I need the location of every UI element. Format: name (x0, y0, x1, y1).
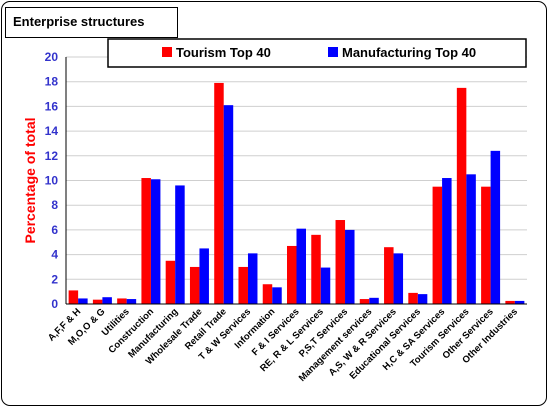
bar-manufacturing (296, 228, 306, 304)
bar-manufacturing (150, 179, 161, 304)
axes (65, 57, 527, 305)
bar-manufacturing (514, 300, 525, 304)
y-tick-labels: 0 2 4 6 8 10 12 14 16 18 20 (45, 50, 59, 311)
bar-tourism (432, 186, 443, 304)
bars (68, 82, 525, 304)
y-tick-label: 16 (45, 99, 59, 113)
bar-manufacturing (175, 185, 185, 304)
bar-manufacturing (102, 297, 112, 304)
legend-box (107, 38, 527, 68)
legend-swatch (328, 47, 338, 57)
bar-tourism (189, 266, 200, 304)
chart-title: Enterprise structures (5, 7, 178, 38)
bar-manufacturing (126, 299, 137, 304)
bar-tourism (141, 178, 151, 304)
y-tick-label: 20 (45, 50, 59, 64)
bar-tourism (481, 186, 491, 304)
y-tick-label: 18 (45, 75, 59, 89)
y-tick-label: 10 (45, 174, 59, 188)
bar-manufacturing (417, 294, 428, 304)
bar-tourism (92, 299, 103, 304)
bar-manufacturing (223, 105, 234, 304)
bar-tourism (165, 260, 176, 304)
legend-swatch (162, 47, 172, 57)
y-tick-label: 8 (51, 198, 58, 212)
bar-tourism (287, 245, 297, 304)
y-tick-label: 0 (51, 297, 58, 311)
bar-tourism (238, 266, 248, 304)
legend-label: Tourism Top 40 (176, 45, 271, 60)
bar-manufacturing (272, 287, 282, 304)
y-axis-label: Percentage of total (22, 117, 38, 243)
bar-manufacturing (466, 174, 476, 304)
bar-manufacturing (78, 298, 88, 304)
bar-manufacturing (490, 150, 501, 304)
bar-manufacturing (320, 267, 331, 304)
bar-manufacturing (345, 229, 355, 304)
legend-label: Manufacturing Top 40 (342, 45, 476, 60)
bar-manufacturing (442, 178, 452, 304)
bar-manufacturing (199, 248, 209, 304)
bar-tourism (68, 290, 79, 304)
bar-manufacturing (369, 297, 379, 304)
bar-manufacturing (393, 253, 404, 304)
bar-tourism (335, 220, 346, 304)
bar-tourism (262, 284, 273, 304)
legend: Tourism Top 40 Manufacturing Top 40 (107, 38, 527, 68)
bar-tourism (311, 234, 321, 304)
bar-tourism (505, 300, 515, 304)
bar-tourism (359, 299, 370, 304)
y-tick-label: 6 (51, 223, 58, 237)
bar-manufacturing (247, 253, 258, 304)
y-tick-label: 2 (51, 272, 58, 286)
bar-tourism (214, 82, 224, 304)
bar-tourism (384, 247, 394, 304)
x-tick-labels: A,F,F & HM,O,O & GUtilitiesConstructionM… (46, 306, 520, 384)
bar-tourism (117, 298, 127, 304)
bar-tourism (456, 87, 467, 304)
y-tick-label: 4 (51, 248, 58, 262)
y-tick-label: 14 (45, 124, 59, 138)
bar-tourism (408, 292, 418, 304)
y-tick-label: 12 (45, 149, 59, 163)
